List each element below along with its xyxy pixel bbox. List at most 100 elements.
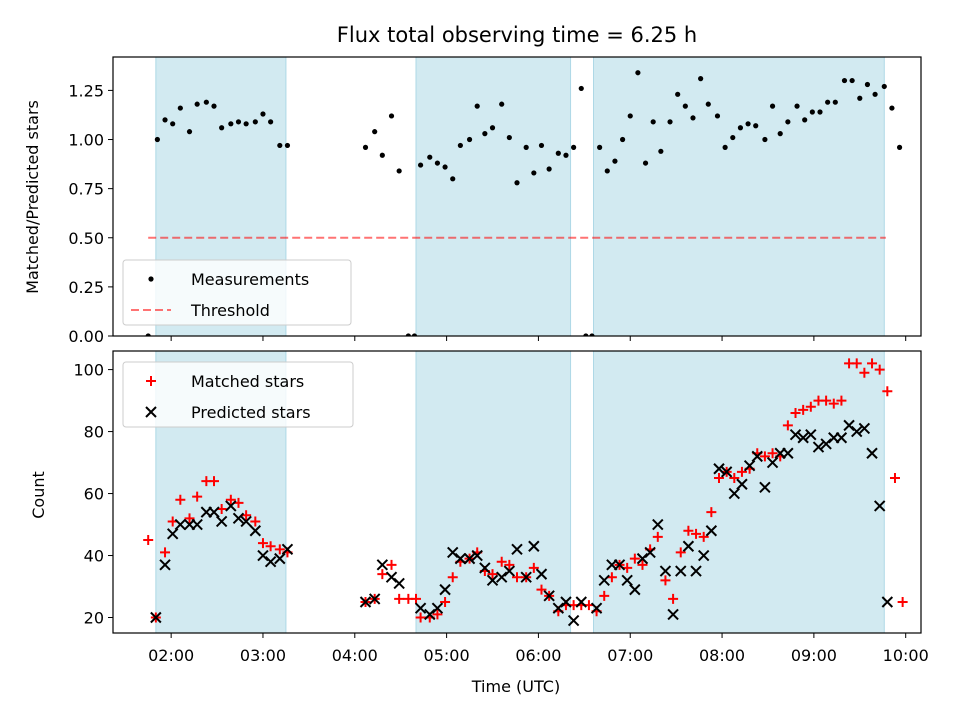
matched-star-point (257, 538, 268, 549)
measurement-point (450, 176, 456, 182)
predicted-star-point (659, 565, 672, 577)
measurement-point (881, 83, 887, 90)
matched-star-point (184, 513, 195, 524)
matched-star-point (225, 494, 236, 505)
matched-star-point (889, 473, 900, 484)
measurement-point (177, 105, 183, 111)
predicted-star-point (159, 559, 171, 571)
measurement-point (466, 136, 473, 143)
measurement-point (388, 113, 395, 119)
x-tick-label: 04:00 (332, 646, 378, 665)
matched-star-point (496, 556, 507, 567)
measurement-point (411, 333, 418, 336)
matched-star-point (683, 525, 694, 536)
measurement-point (714, 113, 721, 119)
matched-star-point (447, 572, 458, 583)
predicted-star-point (447, 546, 459, 559)
matched-star-point (821, 395, 832, 406)
matched-star-point (675, 547, 686, 558)
matched-star-point (411, 593, 421, 604)
predicted-star-point (843, 419, 855, 432)
bottom-legend-box (122, 361, 354, 428)
x-tick-label: 06:00 (515, 646, 561, 665)
matched-star-point (250, 516, 261, 527)
measurement-point (627, 113, 633, 119)
predicted-star-point (675, 565, 687, 577)
matched-star-point (698, 531, 709, 542)
matched-star-point (415, 612, 426, 623)
measurement-point (857, 95, 863, 101)
matched-star-point (637, 559, 648, 570)
matched-star-point (736, 466, 747, 477)
measurement-point (474, 103, 480, 109)
measurement-point (730, 134, 736, 141)
matched-star-point (729, 473, 740, 484)
matched-star-point (394, 593, 405, 604)
measurement-point (809, 109, 815, 115)
measurement-point (841, 77, 848, 84)
bottom-axes-frame (112, 350, 922, 634)
bottom-y-tick-label: 40 (84, 547, 104, 566)
predicted-star-point (225, 500, 237, 512)
predicted-star-point (873, 500, 886, 512)
bottom-legend: Matched stars Predicted stars (122, 361, 354, 428)
predicted-star-point (720, 466, 733, 478)
matched-star-point (874, 364, 885, 375)
matched-star-point (652, 531, 663, 542)
bottom-y-axis-label: Count (29, 471, 48, 519)
bottom-series-predicted-stars (150, 419, 894, 627)
measurement-point (722, 144, 728, 150)
predicted-star-point (274, 552, 286, 565)
measurement-point (514, 180, 520, 186)
measurement-point (650, 119, 656, 125)
matched-star-point (432, 609, 443, 620)
top-y-tick-label: 0.00 (68, 327, 104, 346)
predicted-star-point (479, 562, 491, 574)
x-tick-label: 07:00 (607, 646, 653, 665)
matched-star-point (691, 528, 702, 539)
measurement-point (642, 160, 649, 166)
predicted-star-point (590, 602, 603, 614)
predicted-star-point (782, 447, 794, 459)
measurement-point (571, 144, 577, 150)
top-y-tick-label: 0.50 (68, 229, 104, 248)
predicted-star-point (431, 602, 444, 614)
measurement-point (698, 76, 704, 82)
measurement-point (612, 158, 618, 164)
matched-star-point (265, 541, 276, 552)
measurement-point (896, 144, 903, 150)
matched-star-point (828, 398, 839, 409)
matched-star-point (160, 547, 171, 558)
top-axes-frame (112, 56, 922, 337)
measurement-point (817, 109, 823, 115)
top-legend-label: Measurements (191, 270, 309, 289)
measurement-point (619, 136, 626, 143)
predicted-star-point (812, 441, 825, 453)
predicted-star-point (495, 571, 508, 583)
top-plot-area: 0.00 0.25 0.50 0.75 1.00 1.25 Measurements Thre… (68, 56, 922, 346)
measurement-point (563, 152, 569, 158)
measurement-point (825, 99, 831, 105)
measurement-point (753, 123, 759, 129)
predicted-star-point (667, 608, 679, 621)
top-shaded-interval-1 (415, 57, 572, 336)
top-legend: Measurements Threshold (122, 259, 352, 326)
bottom-shaded-interval-1 (415, 351, 572, 633)
predicted-star-point (598, 574, 610, 587)
matched-star-point (377, 569, 388, 580)
predicted-star-point (835, 432, 848, 444)
predicted-star-point (552, 602, 565, 614)
top-legend-label: Threshold (190, 301, 270, 320)
predicted-star-point (385, 571, 398, 583)
predicted-star-point (454, 552, 467, 565)
predicted-star-point (743, 459, 756, 472)
measurement-point (832, 99, 838, 105)
matched-star-point (274, 544, 285, 555)
predicted-star-point (471, 549, 483, 562)
x-tick-label: 10:00 (883, 646, 929, 665)
measurement-point (604, 168, 610, 174)
bottom-legend-label: Predicted stars (191, 403, 311, 422)
predicted-star-point (629, 583, 641, 596)
predicted-star-point (690, 565, 702, 577)
measurement-point (785, 119, 791, 125)
